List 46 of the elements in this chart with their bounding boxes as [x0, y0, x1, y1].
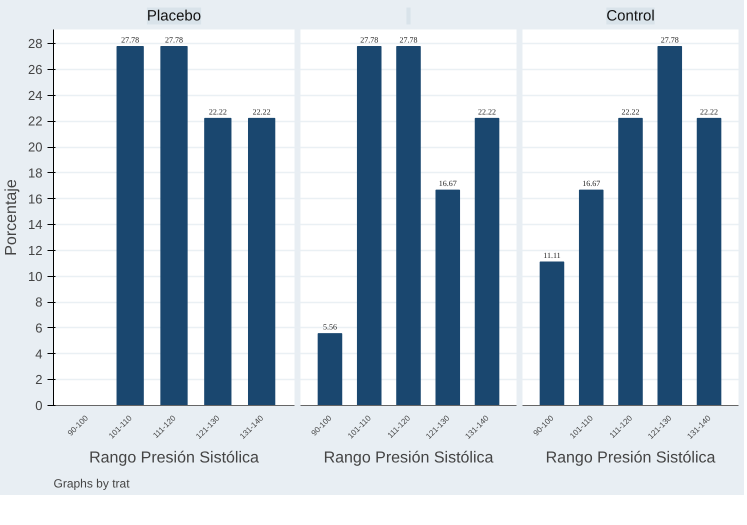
x-axis-title: Rango Presión Sistólica [546, 450, 716, 467]
data-label: 27.78 [400, 36, 418, 45]
y-tick-label: 16 [28, 191, 43, 206]
data-label: 27.78 [121, 36, 140, 45]
data-label: 22.22 [622, 107, 640, 116]
text: Graphs by trat [54, 476, 130, 490]
x-axis-title: Rango Presión Sistólica [89, 450, 260, 467]
chart-title: Placebo [146, 8, 202, 24]
chart-title: Control [606, 8, 655, 24]
bar [474, 118, 500, 406]
y-tick-label: 22 [28, 114, 43, 129]
y-tick-label: 0 [35, 398, 43, 413]
y-tick-label: 26 [28, 62, 43, 78]
data-label: 16.67 [438, 179, 457, 188]
y-tick-label: 12 [28, 242, 43, 258]
y-axis-title: Porcentaje [3, 179, 20, 256]
y-tick-label: 24 [28, 88, 43, 103]
y-tick-label: 4 [35, 346, 43, 362]
bar [657, 46, 682, 406]
y-tick-label: 18 [28, 165, 43, 180]
bar [356, 46, 382, 406]
data-label: 16.67 [582, 179, 600, 188]
data-label: 27.78 [165, 36, 183, 45]
y-tick-label: 2 [35, 372, 43, 388]
bar [318, 333, 342, 406]
data-label: 11.11 [543, 250, 561, 260]
data-label: 27.78 [660, 36, 679, 45]
bar [396, 46, 421, 406]
y-tick-label: 8 [35, 294, 43, 310]
x-axis-title: Rango Presión Sistólica [324, 450, 494, 467]
data-label: 22.22 [208, 107, 227, 116]
y-tick-label: 14 [28, 217, 43, 232]
y-tick-label: 6 [35, 320, 43, 336]
bar [696, 118, 722, 406]
y-tick-label: 20 [28, 140, 43, 155]
bar [618, 118, 643, 406]
data-label: 5.56 [322, 322, 337, 332]
bar [435, 190, 460, 406]
bar [540, 261, 564, 406]
data-label: 22.22 [252, 107, 271, 116]
y-tick-label: 28 [28, 36, 43, 52]
y-tick-label: 10 [28, 268, 43, 284]
data-label: 27.78 [360, 36, 378, 45]
bar [578, 190, 604, 406]
data-label: 22.22 [700, 107, 718, 116]
data-label: 22.22 [478, 107, 496, 116]
